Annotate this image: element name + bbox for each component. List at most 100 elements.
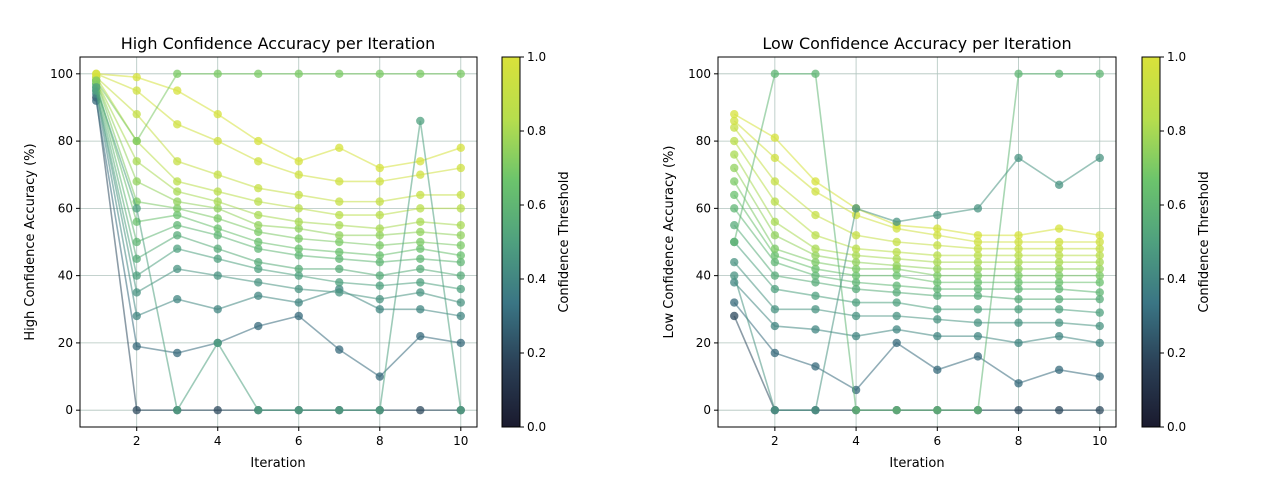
- colorbar-tick-label: 0.0: [527, 420, 546, 434]
- y-tick-label: 100: [50, 67, 73, 81]
- data-point: [254, 405, 263, 415]
- data-point: [730, 311, 739, 321]
- data-point: [173, 177, 182, 186]
- x-tick-label: 6: [295, 434, 303, 448]
- data-point: [1095, 308, 1104, 317]
- colorbar-frame: [1141, 56, 1161, 428]
- data-point: [1054, 257, 1064, 267]
- data-point: [254, 257, 263, 267]
- colorbar-frame: [501, 56, 521, 428]
- data-point: [851, 257, 861, 267]
- series-line: [733, 140, 1100, 257]
- data-point: [933, 241, 942, 250]
- colorbar-tick-label: 0.2: [1167, 346, 1186, 360]
- data-point: [254, 237, 263, 247]
- data-point: [92, 83, 101, 92]
- data-point: [416, 190, 425, 200]
- series-line: [733, 120, 1100, 243]
- data-point: [933, 305, 942, 314]
- data-point: [730, 163, 739, 173]
- data-point: [811, 405, 820, 415]
- data-point: [254, 197, 263, 206]
- series-line: [95, 87, 461, 277]
- data-point: [132, 405, 141, 415]
- data-point: [1095, 405, 1104, 415]
- data-point: [851, 251, 861, 260]
- data-point: [456, 251, 465, 260]
- data-point: [851, 271, 861, 280]
- data-point: [770, 133, 780, 142]
- data-point: [1054, 294, 1064, 304]
- data-point: [770, 251, 780, 260]
- data-point: [213, 136, 222, 146]
- y-ticks: 0 20 40 60 80 100: [50, 67, 80, 417]
- data-point: [1014, 231, 1023, 240]
- data-point: [1014, 251, 1023, 260]
- data-point: [375, 241, 384, 250]
- data-point: [1014, 69, 1023, 79]
- data-point: [811, 257, 820, 267]
- data-point: [1054, 251, 1064, 260]
- data-point: [173, 294, 182, 304]
- axes-frame: [79, 56, 478, 428]
- colorbar: 0.0 0.2 0.4 0.6 0.8 1.0 Confidence Threshold: [1141, 50, 1212, 434]
- data-point: [1095, 231, 1104, 240]
- data-point: [456, 220, 465, 230]
- data-point: [254, 210, 263, 220]
- data-point: [1054, 331, 1064, 341]
- data-point: [335, 247, 344, 257]
- data-point: [213, 271, 222, 280]
- data-point: [933, 315, 942, 324]
- data-point: [335, 278, 344, 287]
- data-point: [1054, 264, 1064, 274]
- data-point: [770, 153, 780, 163]
- data-point: [416, 217, 425, 227]
- series-line: [733, 73, 1100, 411]
- colorbar-tick-label: 0.4: [527, 272, 546, 286]
- data-point: [1095, 264, 1104, 274]
- data-point: [811, 69, 820, 79]
- data-point: [132, 72, 141, 82]
- data-point: [416, 288, 425, 297]
- data-point: [294, 190, 303, 200]
- data-point: [294, 311, 303, 321]
- data-point: [933, 224, 942, 233]
- data-point: [416, 69, 425, 79]
- x-ticks: 2 4 6 8 10: [133, 427, 468, 448]
- colorbar-ticks: 0.0 0.2 0.4 0.6 0.8 1.0: [520, 50, 546, 434]
- data-point: [973, 352, 983, 361]
- x-tick-label: 2: [133, 434, 141, 448]
- data-point: [1095, 244, 1104, 253]
- data-point: [335, 177, 344, 186]
- data-point: [375, 405, 384, 415]
- data-point: [851, 244, 861, 253]
- data-point: [254, 69, 263, 79]
- data-point: [770, 321, 780, 331]
- data-point: [973, 291, 983, 301]
- data-point: [1095, 271, 1104, 280]
- data-point: [335, 288, 344, 297]
- data-point: [92, 76, 101, 85]
- data-point: [456, 405, 465, 415]
- data-point: [416, 305, 425, 314]
- x-tick-label: 6: [933, 434, 941, 448]
- data-point: [335, 143, 344, 153]
- data-point: [770, 217, 780, 227]
- colorbar-gradient: [1142, 57, 1160, 427]
- series-line: [95, 90, 461, 304]
- data-point: [730, 190, 739, 200]
- data-point: [173, 210, 182, 220]
- y-tick-label: 40: [58, 269, 73, 283]
- data-point: [456, 241, 465, 250]
- data-point: [933, 210, 942, 220]
- data-point: [335, 69, 344, 79]
- data-point: [973, 284, 983, 294]
- data-point: [811, 271, 820, 280]
- data-point: [416, 278, 425, 287]
- series-line: [95, 83, 461, 257]
- data-point: [213, 254, 222, 264]
- series-line: [733, 207, 1100, 294]
- y-ticks: 0 20 40 60 80 100: [688, 67, 718, 417]
- series-line: [95, 76, 461, 203]
- data-point: [811, 305, 820, 314]
